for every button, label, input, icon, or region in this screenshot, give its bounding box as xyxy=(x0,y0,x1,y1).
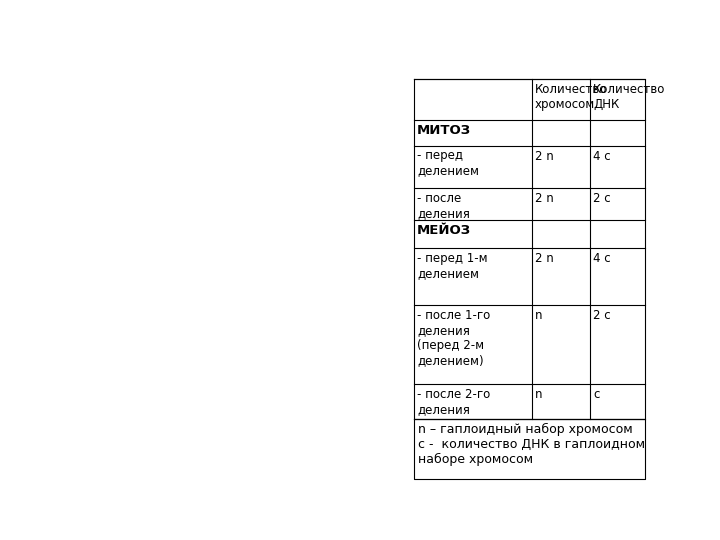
Text: Количество
хромосом: Количество хромосом xyxy=(535,83,607,111)
Text: 4 c: 4 c xyxy=(593,150,611,163)
Text: - после 2-го
деления: - после 2-го деления xyxy=(417,388,490,416)
Text: - перед 1-м
делением: - перед 1-м делением xyxy=(417,252,487,280)
Text: МЕЙОЗ: МЕЙОЗ xyxy=(417,224,471,237)
Bar xyxy=(90,65,414,481)
Text: n: n xyxy=(535,388,542,401)
Text: 2 c: 2 c xyxy=(593,192,611,205)
Text: 2 c: 2 c xyxy=(593,309,611,322)
Text: 4 c: 4 c xyxy=(593,252,611,265)
Text: МИТОЗ: МИТОЗ xyxy=(417,124,471,137)
Text: n: n xyxy=(535,309,542,322)
Text: 2 n: 2 n xyxy=(535,150,554,163)
Text: 2 n: 2 n xyxy=(535,252,554,265)
Text: - после
деления: - после деления xyxy=(417,192,470,220)
Text: n – гаплоидный набор хромосом
с -  количество ДНК в гаплоидном
наборе хромосом: n – гаплоидный набор хромосом с - количе… xyxy=(418,423,645,466)
Text: - перед
делением: - перед делением xyxy=(417,150,479,178)
Text: 2 n: 2 n xyxy=(535,192,554,205)
Text: Количество
ДНК: Количество ДНК xyxy=(593,83,665,111)
Text: - после 1-го
деления
(перед 2-м
делением): - после 1-го деления (перед 2-м делением… xyxy=(417,309,490,367)
Text: c: c xyxy=(593,388,599,401)
